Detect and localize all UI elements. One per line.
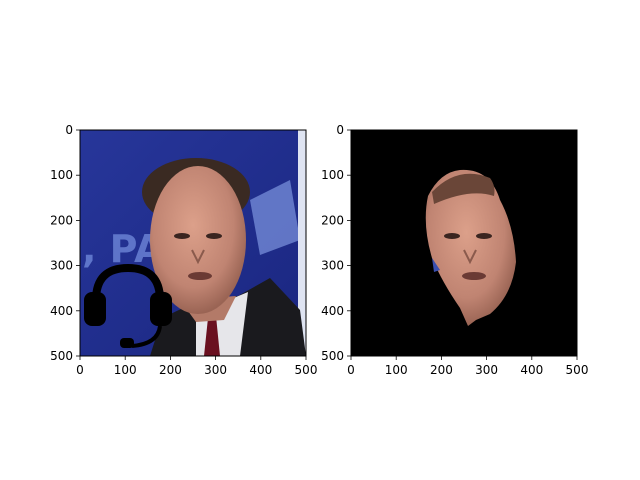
right-y-tick-label: 400	[321, 304, 344, 318]
left-y-tick-label: 300	[50, 259, 73, 273]
axes-frame-right	[350, 129, 578, 357]
headset-icon	[84, 263, 172, 348]
left-y-tick-label: 400	[50, 304, 73, 318]
right-x-tick-label: 500	[566, 363, 589, 377]
left-y-tick-label: 0	[65, 123, 73, 137]
right-x-tick-label: 400	[520, 363, 543, 377]
left-y-tick-label: 500	[50, 349, 73, 363]
left-x-tick-label: 300	[204, 363, 227, 377]
left-x-tick-label: 400	[249, 363, 272, 377]
segmented-face-image	[351, 130, 577, 356]
right-x-tick-label: 200	[430, 363, 453, 377]
left-x-tick-label: 500	[295, 363, 318, 377]
right-y-tick-label: 0	[336, 123, 344, 137]
right-x-tick-label: 0	[347, 363, 355, 377]
left-y-tick-label: 200	[50, 213, 73, 227]
left-x-tick-label: 100	[114, 363, 137, 377]
right-y-tick-label: 300	[321, 259, 344, 273]
right-y-tick-label: 200	[321, 213, 344, 227]
original-photo: , PA	[80, 130, 306, 356]
right-y-tick-label: 100	[321, 168, 344, 182]
right-x-tick-label: 100	[385, 363, 408, 377]
axes-frame-left	[79, 129, 307, 357]
right-y-tick-label: 500	[321, 349, 344, 363]
left-x-tick-label: 200	[159, 363, 182, 377]
left-y-tick-label: 100	[50, 168, 73, 182]
left-x-tick-label: 0	[76, 363, 84, 377]
image-panel-left: , PA	[50, 123, 317, 377]
right-x-tick-label: 300	[475, 363, 498, 377]
